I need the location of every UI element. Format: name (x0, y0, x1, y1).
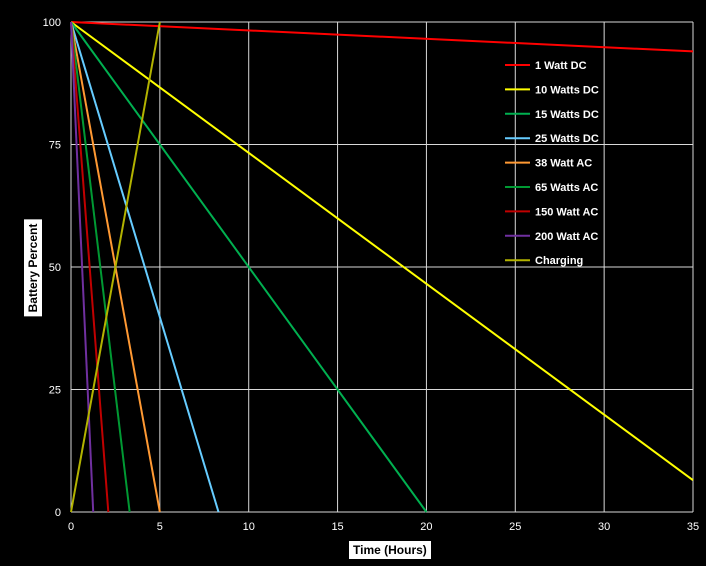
y-tick-label: 0 (55, 507, 61, 519)
series-lines (70, 21, 694, 513)
legend-label: 65 Watts AC (535, 182, 598, 194)
legend-label: 25 Watts DC (535, 133, 599, 145)
x-tick-label: 0 (68, 521, 74, 533)
series-line (70, 21, 694, 481)
x-tick-label: 35 (687, 521, 699, 533)
x-tick-label: 20 (420, 521, 432, 533)
series-line (70, 21, 95, 513)
series-line (70, 21, 131, 513)
legend-label: 150 Watt AC (535, 206, 598, 218)
y-tick-label: 75 (49, 140, 61, 152)
series-line (70, 21, 220, 513)
x-axis-title: Time (Hours) (349, 541, 431, 559)
y-tick-label: 25 (49, 385, 61, 397)
y-axis-title: Battery Percent (24, 219, 42, 317)
legend-label: 15 Watts DC (535, 109, 599, 121)
legend-label: 1 Watt DC (535, 60, 587, 72)
legend-label: 10 Watts DC (535, 84, 599, 96)
legend-label: Charging (535, 255, 583, 267)
series-line (70, 21, 428, 513)
y-tick-label: 100 (43, 17, 61, 29)
y-tick-labels: 0 25 50 75 100 (43, 17, 61, 519)
x-tick-label: 30 (598, 521, 610, 533)
series-line (70, 21, 110, 513)
x-tick-label: 25 (509, 521, 521, 533)
series-line (70, 21, 161, 513)
y-tick-label: 50 (49, 262, 61, 274)
x-tick-label: 10 (243, 521, 255, 533)
legend-label: 38 Watt AC (535, 158, 592, 170)
series-line (70, 21, 694, 53)
legend-label: 200 Watt AC (535, 231, 598, 243)
x-tick-label: 15 (331, 521, 343, 533)
legend: 1 Watt DC 10 Watts DC 15 Watts DC 25 Watts … (505, 60, 599, 267)
x-tick-labels: 0 5 10 15 20 25 30 35 (68, 521, 699, 533)
x-tick-label: 5 (157, 521, 163, 533)
